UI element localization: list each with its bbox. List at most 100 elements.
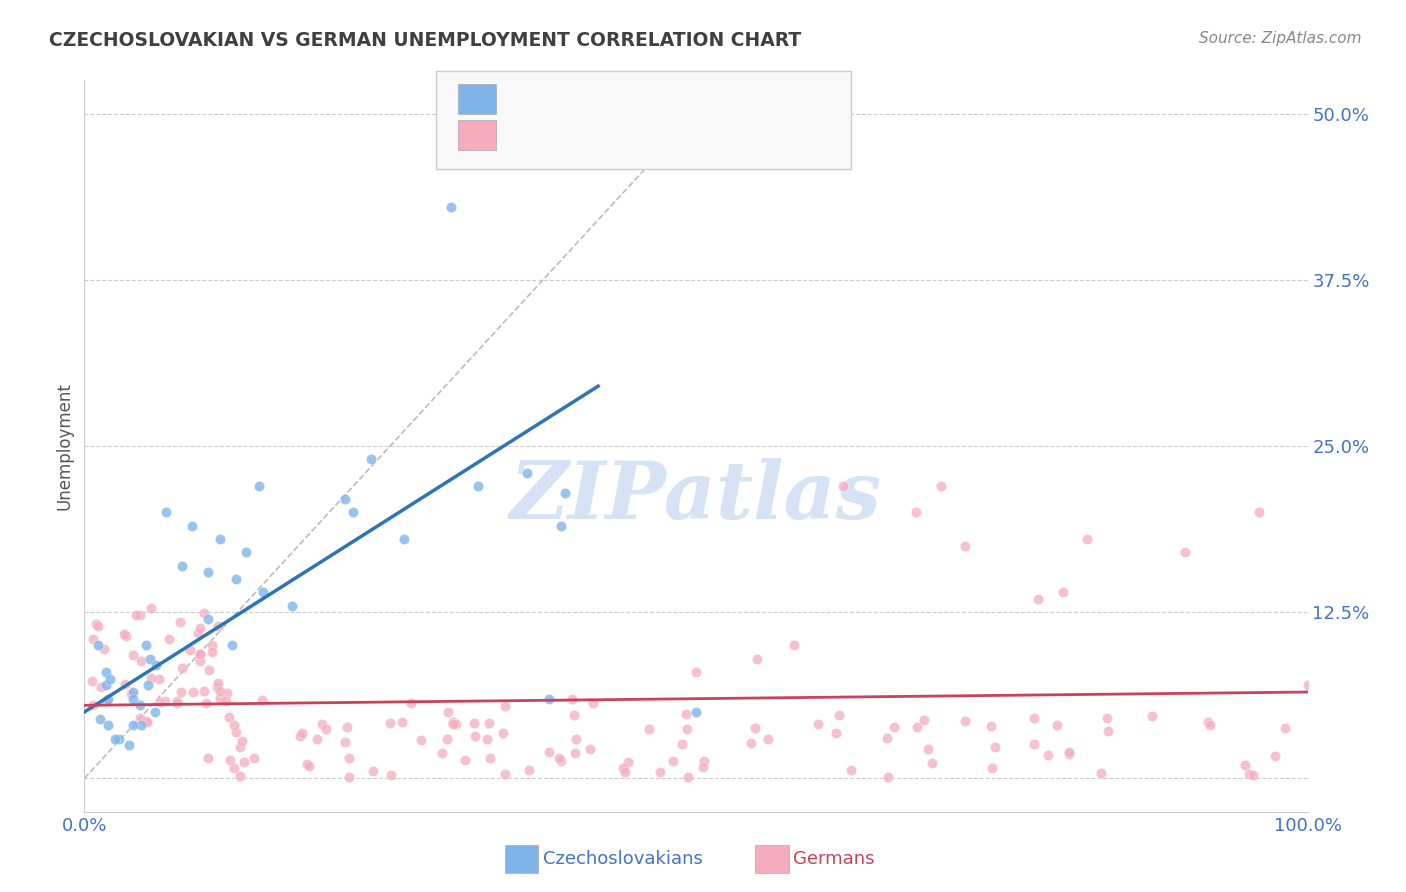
- Point: [295, 757, 318, 772]
- Point: [436, 705, 458, 719]
- Text: Germans: Germans: [793, 850, 875, 868]
- Point: [616, 755, 638, 769]
- Point: [224, 761, 246, 775]
- Point: [155, 506, 177, 520]
- Point: [538, 691, 561, 706]
- Point: [197, 751, 219, 765]
- Point: [463, 716, 485, 731]
- Point: [129, 654, 152, 668]
- Point: [209, 532, 232, 546]
- Point: [554, 485, 576, 500]
- Point: [883, 720, 905, 734]
- Point: [756, 732, 779, 747]
- Point: [333, 492, 356, 507]
- Point: [1028, 591, 1050, 606]
- Point: [692, 754, 714, 768]
- Point: [122, 685, 145, 699]
- Point: [122, 691, 145, 706]
- Point: [1076, 532, 1098, 546]
- Point: [333, 734, 356, 748]
- Point: [94, 665, 117, 679]
- Text: 164: 164: [644, 126, 682, 144]
- Point: [87, 639, 110, 653]
- Point: [1233, 758, 1256, 772]
- Point: [209, 683, 232, 698]
- Point: [783, 639, 806, 653]
- Point: [233, 755, 256, 769]
- Point: [179, 643, 201, 657]
- Point: [169, 615, 191, 630]
- Point: [839, 764, 862, 778]
- Point: [207, 676, 229, 690]
- Point: [980, 719, 1002, 733]
- Point: [148, 672, 170, 686]
- Point: [876, 731, 898, 746]
- Point: [198, 663, 221, 677]
- Point: [1046, 718, 1069, 732]
- Point: [432, 746, 454, 760]
- Point: [181, 518, 204, 533]
- Point: [138, 652, 160, 666]
- Text: 43: 43: [644, 87, 669, 104]
- Text: Source: ZipAtlas.com: Source: ZipAtlas.com: [1198, 31, 1361, 46]
- Point: [360, 452, 382, 467]
- Point: [215, 694, 238, 708]
- Point: [478, 716, 501, 731]
- Point: [118, 738, 141, 752]
- Point: [363, 764, 385, 779]
- Point: [201, 638, 224, 652]
- Text: ZIPatlas: ZIPatlas: [510, 458, 882, 536]
- Point: [112, 626, 135, 640]
- Point: [243, 751, 266, 765]
- Point: [201, 645, 224, 659]
- Point: [440, 200, 463, 214]
- Point: [740, 736, 762, 750]
- Point: [139, 601, 162, 615]
- Point: [1097, 724, 1119, 739]
- Point: [298, 758, 321, 772]
- Point: [828, 708, 851, 723]
- Point: [149, 695, 172, 709]
- Point: [170, 685, 193, 699]
- Point: [1052, 585, 1074, 599]
- Point: [207, 619, 229, 633]
- Text: N =: N =: [605, 87, 644, 104]
- Point: [225, 572, 247, 586]
- Point: [1239, 766, 1261, 780]
- Point: [82, 698, 104, 713]
- Point: [135, 639, 157, 653]
- Point: [222, 717, 245, 731]
- Point: [136, 678, 159, 692]
- Point: [929, 479, 952, 493]
- Text: 0.042: 0.042: [546, 126, 602, 144]
- Point: [125, 607, 148, 622]
- Point: [122, 648, 145, 663]
- Point: [1247, 506, 1270, 520]
- Point: [550, 754, 572, 768]
- Point: [197, 566, 219, 580]
- Point: [550, 518, 572, 533]
- Point: [94, 694, 117, 708]
- Point: [89, 712, 111, 726]
- Point: [650, 764, 672, 779]
- Point: [564, 746, 586, 760]
- Point: [671, 737, 693, 751]
- Point: [129, 698, 152, 713]
- Point: [307, 732, 329, 747]
- Point: [97, 691, 120, 706]
- Point: [409, 732, 432, 747]
- Point: [1022, 737, 1045, 751]
- Point: [135, 714, 157, 728]
- Point: [685, 665, 707, 679]
- Point: [676, 722, 699, 736]
- Point: [193, 607, 215, 621]
- Point: [443, 714, 465, 729]
- Point: [905, 506, 928, 520]
- Point: [479, 751, 502, 765]
- Point: [288, 729, 311, 743]
- Point: [380, 768, 402, 782]
- Point: [337, 770, 360, 784]
- Point: [1095, 711, 1118, 725]
- Text: Czechoslovakians: Czechoslovakians: [543, 850, 703, 868]
- Point: [612, 761, 634, 775]
